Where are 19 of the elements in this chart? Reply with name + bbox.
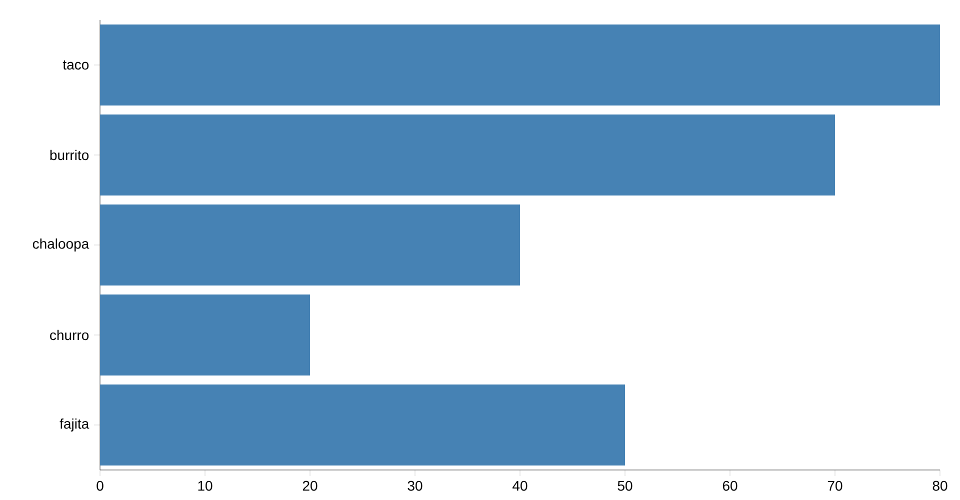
x-tick-label: 80 [932, 480, 948, 491]
bar [100, 294, 310, 376]
x-tick-label: 50 [618, 480, 632, 491]
x-tick-label: 20 [302, 480, 318, 491]
bar [100, 384, 625, 466]
y-tick-label: chaloopa [32, 238, 90, 252]
x-tick-label: 60 [722, 480, 738, 491]
y-tick-label: taco [62, 60, 89, 70]
x-tick-label: 0 [96, 480, 104, 491]
bar [100, 24, 940, 106]
bar [100, 114, 835, 196]
y-tick-label: fajita [60, 418, 90, 432]
x-tick-label: 70 [828, 480, 842, 491]
x-tick-label: 30 [408, 480, 422, 491]
y-tick-label: churro [50, 330, 89, 340]
y-tick-label: burrito [50, 150, 89, 160]
x-tick-label: 10 [198, 480, 212, 491]
x-tick-label: 40 [512, 480, 528, 491]
bar [100, 204, 520, 286]
